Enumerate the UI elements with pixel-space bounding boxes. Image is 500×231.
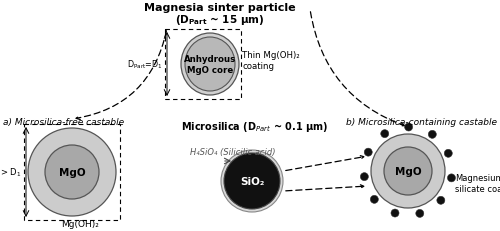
- Text: Mg(OH)₂: Mg(OH)₂: [61, 219, 99, 228]
- Circle shape: [444, 150, 452, 158]
- Circle shape: [380, 130, 388, 138]
- Circle shape: [221, 150, 283, 212]
- Circle shape: [45, 145, 99, 199]
- FancyArrowPatch shape: [76, 32, 166, 120]
- Text: b) Microsilica-containing castable: b) Microsilica-containing castable: [346, 118, 497, 126]
- Circle shape: [448, 174, 456, 182]
- Circle shape: [437, 196, 445, 204]
- Circle shape: [28, 128, 116, 216]
- Circle shape: [224, 153, 280, 209]
- Circle shape: [364, 149, 372, 156]
- Circle shape: [416, 210, 424, 217]
- Circle shape: [391, 209, 399, 217]
- Text: a) Microsilica-free castable: a) Microsilica-free castable: [3, 118, 124, 126]
- Circle shape: [360, 173, 368, 181]
- Text: H₄SiO₄ (Silicilic acid): H₄SiO₄ (Silicilic acid): [190, 147, 276, 156]
- Text: SiO₂: SiO₂: [240, 176, 264, 186]
- Circle shape: [370, 195, 378, 204]
- Text: (D$_\mathregular{Part}$ ~ 15 μm): (D$_\mathregular{Part}$ ~ 15 μm): [176, 13, 264, 27]
- Ellipse shape: [185, 38, 235, 92]
- Circle shape: [428, 131, 436, 139]
- Circle shape: [404, 124, 412, 131]
- Text: Thin Mg(OH)₂
coating: Thin Mg(OH)₂ coating: [242, 51, 300, 70]
- Circle shape: [371, 134, 445, 208]
- Text: D$_2$ > D$_1$: D$_2$ > D$_1$: [0, 166, 22, 179]
- Text: MgO: MgO: [58, 167, 86, 177]
- Circle shape: [384, 147, 432, 195]
- Text: Magnesium
silicate coating: Magnesium silicate coating: [455, 173, 500, 193]
- FancyArrowPatch shape: [310, 13, 404, 127]
- FancyArrowPatch shape: [286, 156, 364, 171]
- Text: D$_\mathregular{Part}$=D$_1$: D$_\mathregular{Part}$=D$_1$: [127, 58, 163, 71]
- Text: Magnesia sinter particle: Magnesia sinter particle: [144, 3, 296, 13]
- Text: Microsilica (D$_{Part}$ ~ 0.1 μm): Microsilica (D$_{Part}$ ~ 0.1 μm): [182, 119, 328, 134]
- Text: Anhydrous
MgO core: Anhydrous MgO core: [184, 55, 236, 74]
- Text: MgO: MgO: [394, 166, 421, 176]
- Ellipse shape: [181, 34, 239, 96]
- FancyArrowPatch shape: [286, 185, 364, 191]
